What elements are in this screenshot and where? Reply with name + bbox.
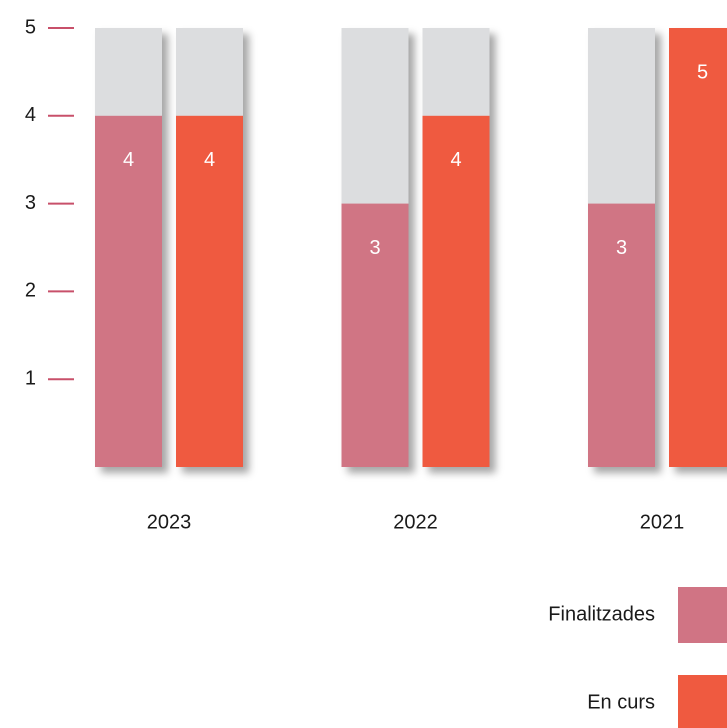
bar bbox=[95, 115, 162, 468]
legend-label: Finalitzades bbox=[548, 603, 655, 625]
bar-group bbox=[422, 28, 490, 468]
value-label: 4 bbox=[450, 149, 461, 171]
bar-group bbox=[95, 28, 162, 468]
value-label: 5 bbox=[697, 61, 708, 83]
value-label: 4 bbox=[123, 149, 134, 171]
y-tick-label: 5 bbox=[25, 16, 36, 38]
bar-group bbox=[341, 28, 409, 467]
value-label: 3 bbox=[616, 237, 627, 259]
bar-group bbox=[176, 28, 243, 468]
bar bbox=[588, 203, 655, 467]
bar bbox=[669, 28, 727, 467]
y-tick-label: 4 bbox=[25, 104, 36, 126]
legend-label: En curs bbox=[587, 691, 655, 713]
value-label: 3 bbox=[369, 237, 380, 259]
x-tick-label: 2022 bbox=[393, 511, 438, 533]
y-tick-label: 1 bbox=[25, 367, 36, 389]
legend-swatch bbox=[678, 587, 727, 643]
bar bbox=[176, 115, 243, 468]
bar bbox=[422, 115, 490, 468]
y-tick-label: 3 bbox=[25, 192, 36, 214]
legend-swatch bbox=[678, 675, 727, 728]
x-tick-label: 2021 bbox=[640, 511, 685, 533]
value-label: 4 bbox=[204, 149, 215, 171]
x-tick-label: 2023 bbox=[147, 511, 192, 533]
bar-group bbox=[669, 28, 727, 467]
y-tick-label: 2 bbox=[25, 280, 36, 302]
bar-group bbox=[588, 28, 655, 467]
bar bbox=[341, 203, 409, 467]
